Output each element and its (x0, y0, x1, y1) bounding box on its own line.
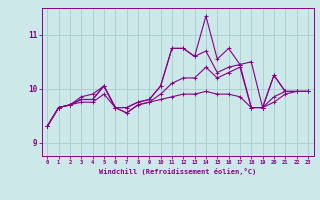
X-axis label: Windchill (Refroidissement éolien,°C): Windchill (Refroidissement éolien,°C) (99, 168, 256, 175)
